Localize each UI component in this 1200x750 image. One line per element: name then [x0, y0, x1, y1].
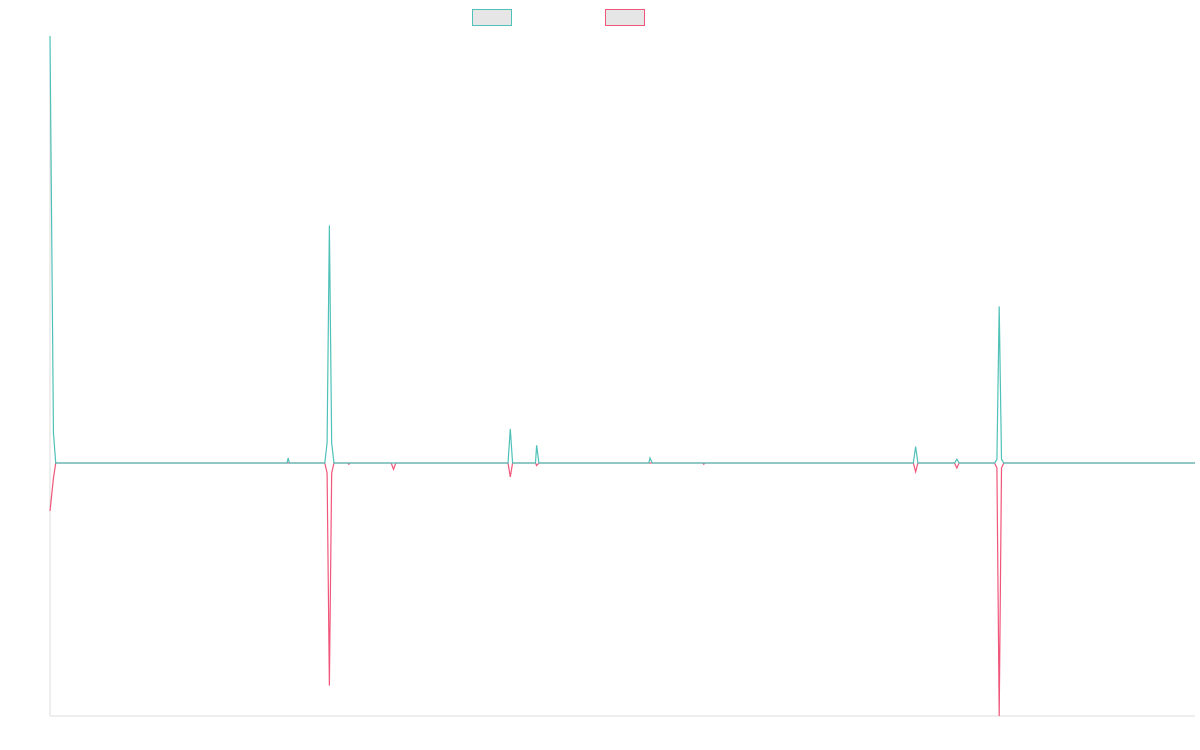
legend[interactable]: [472, 9, 645, 26]
axes: [49, 36, 1195, 717]
legend-swatch-1[interactable]: [472, 9, 512, 26]
plot-area: [49, 35, 1195, 717]
series-line-series-a: [49, 35, 1195, 464]
legend-swatch-2[interactable]: [605, 9, 645, 26]
series-line-series-b: [49, 462, 1195, 717]
